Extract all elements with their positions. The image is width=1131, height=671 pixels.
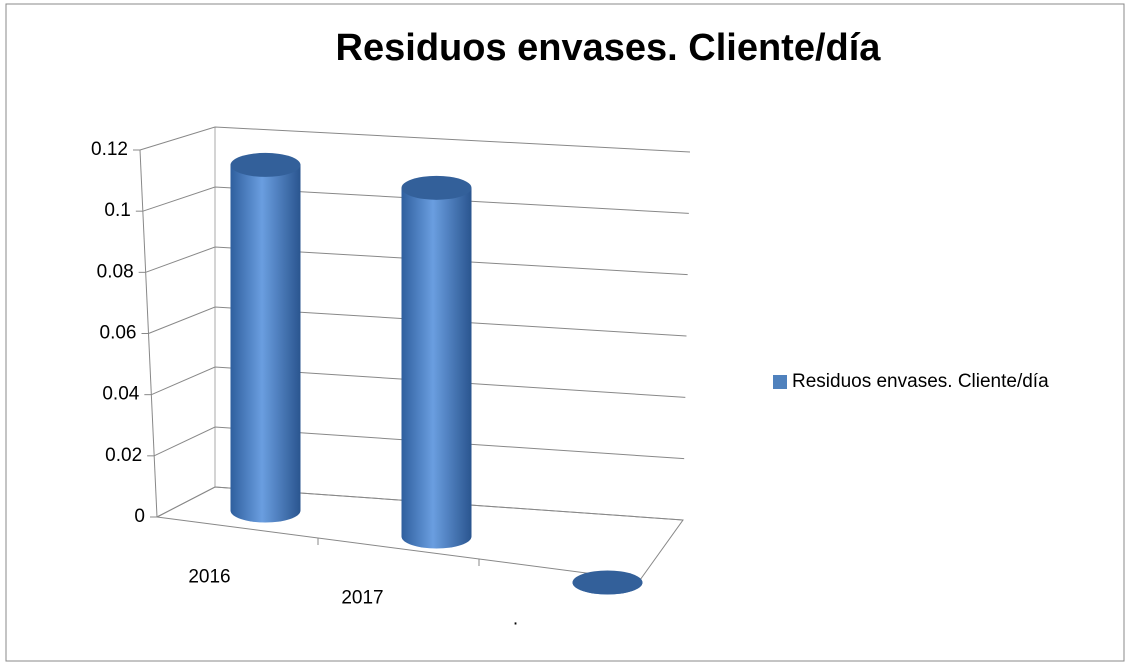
y-tick-label: 0 (134, 506, 145, 527)
bar-top (230, 152, 301, 177)
grid-line (151, 366, 686, 398)
x-tick-label: 2016 (188, 567, 230, 588)
x-tick-label: 2017 (341, 588, 383, 609)
y-tick-label: 0.04 (102, 384, 139, 405)
chart-title: Residuos envases. Cliente/día (336, 27, 882, 69)
y-tick-label: 0.06 (100, 323, 137, 344)
grid-line (153, 426, 685, 460)
grid-line (139, 126, 691, 153)
bar (230, 152, 301, 523)
bar (401, 175, 472, 549)
bar-body (401, 187, 472, 549)
legend-swatch (773, 375, 787, 389)
bar-body (230, 164, 301, 523)
bar-top (401, 175, 472, 200)
bar (572, 570, 643, 595)
x-tick-label: . (513, 609, 518, 630)
grid-line (148, 306, 687, 337)
legend-label: Residuos envases. Cliente/día (792, 371, 1049, 392)
y-tick-label: 0.02 (105, 445, 142, 466)
grid-line (145, 246, 688, 276)
bar-top (572, 570, 643, 595)
y-tick-label: 0.08 (97, 261, 134, 282)
y-tick-label: 0.12 (91, 139, 128, 160)
chart-border (5, 3, 1125, 662)
grid-line (142, 186, 689, 214)
y-tick-label: 0.1 (104, 200, 130, 221)
grid-line (156, 486, 684, 521)
